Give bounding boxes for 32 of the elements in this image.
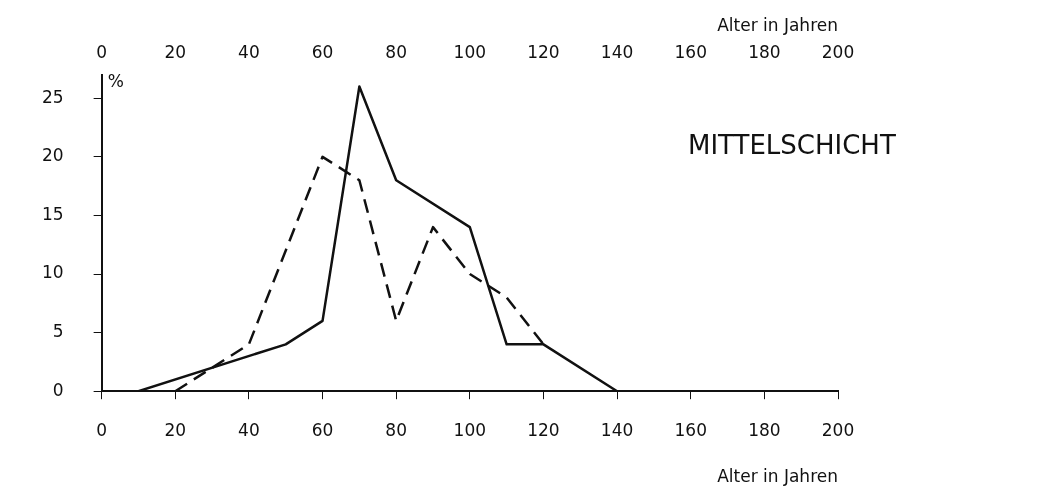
- x2-tick-label: 60: [311, 42, 334, 63]
- x-tick-label: 40: [238, 419, 260, 440]
- y-tick-label: 15: [41, 203, 64, 224]
- x-tick-label: 100: [453, 419, 487, 440]
- x-axis-title: Alter in Jahren: [717, 466, 838, 487]
- y-tick-label: 5: [52, 321, 64, 342]
- x2-tick-label: 120: [527, 42, 560, 63]
- x2-tick-label: 80: [385, 42, 407, 63]
- x-tick-label: 60: [311, 419, 334, 440]
- x-tick-label: 180: [748, 419, 781, 440]
- x-tick-label: 120: [527, 419, 560, 440]
- y-tick-label: 10: [41, 262, 64, 283]
- x2-tick-label: 20: [164, 42, 187, 63]
- x2-tick-label: 0: [96, 42, 108, 63]
- y-axis-title: %: [107, 71, 124, 92]
- x2-tick-label: 40: [238, 42, 260, 63]
- x2-tick-label: 100: [453, 42, 487, 63]
- y-tick-label: 25: [41, 86, 64, 107]
- text: MITTELSCHICHT: [688, 129, 896, 160]
- x-tick-label: 200: [821, 419, 855, 440]
- x2-axis-title: Alter in Jahren: [717, 14, 838, 35]
- x2-tick-label: 200: [821, 42, 855, 63]
- x-tick-label: 160: [674, 419, 707, 440]
- x2-tick-label: 180: [748, 42, 781, 63]
- x-tick-label: 20: [164, 419, 187, 440]
- x2-tick-label: 140: [600, 42, 634, 63]
- x-tick-label: 0: [96, 419, 108, 440]
- x-tick-label: 80: [385, 419, 407, 440]
- x-tick-label: 140: [600, 419, 634, 440]
- x2-tick-label: 160: [674, 42, 707, 63]
- y-tick-label: 20: [41, 145, 64, 166]
- y-tick-label: 0: [52, 379, 64, 400]
